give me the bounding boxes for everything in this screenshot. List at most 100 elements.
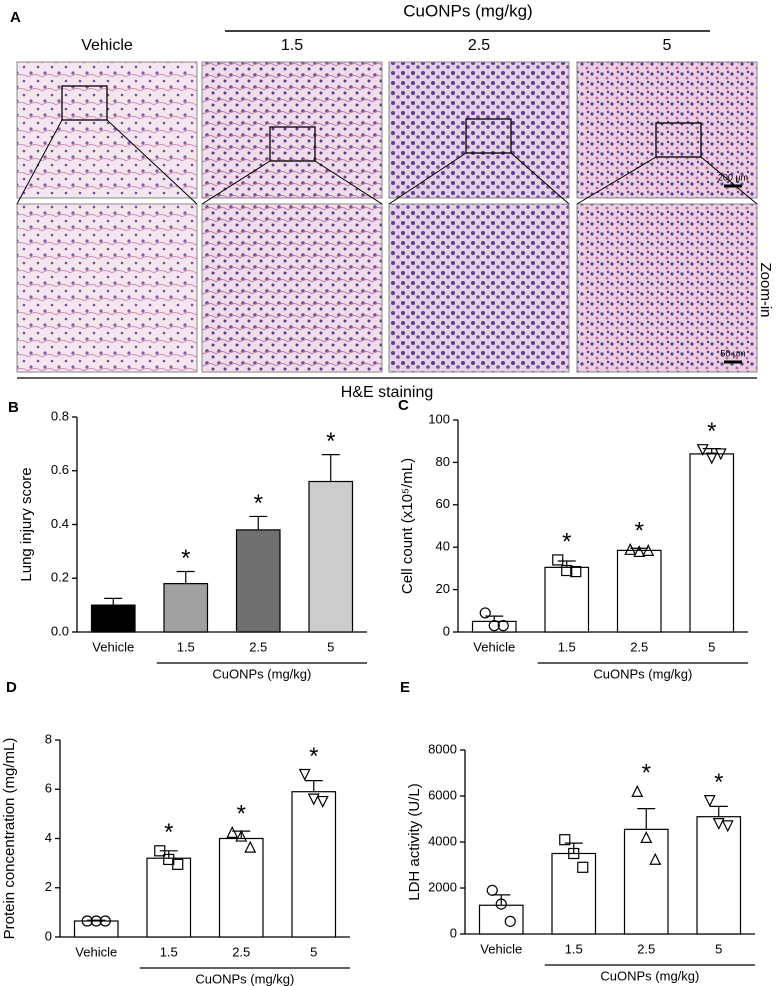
data-point	[81, 915, 93, 927]
data-point	[99, 915, 111, 927]
data-point	[552, 554, 564, 566]
error-bar	[304, 780, 323, 792]
y-tick-label: 20	[436, 581, 450, 596]
column-label: 5	[663, 37, 672, 54]
bar	[551, 852, 597, 935]
panel-label: D	[6, 679, 17, 696]
data-point	[316, 795, 329, 808]
x-tick-label: 5	[715, 941, 722, 956]
column-label: Vehicle	[81, 37, 133, 54]
error-bar	[637, 808, 656, 830]
error-bar	[321, 454, 340, 482]
group-label: CuONPs (mg/kg)	[593, 666, 692, 681]
data-point	[307, 793, 320, 806]
significance: *	[635, 518, 644, 545]
data-point	[495, 898, 507, 910]
data-point	[154, 845, 166, 857]
data-point	[721, 820, 734, 833]
y-tick-label: 40	[436, 539, 450, 554]
panel-a: A CuONPs (mg/kg) Zoom-in H&E staining	[10, 1, 774, 401]
y-tick-label: 60	[436, 496, 450, 511]
zoom-line	[314, 160, 383, 205]
bar	[218, 837, 264, 938]
y-tick-label: 80	[436, 454, 450, 469]
data-point	[497, 620, 509, 632]
panel-label: B	[8, 399, 19, 416]
x-tick-label: 2.5	[637, 941, 655, 956]
y-tick-label: 0.0	[51, 623, 69, 638]
y-tick-label: 8000	[428, 741, 457, 756]
y-axis-label: LDH activity (U/L)	[406, 783, 423, 901]
y-tick-label: 2	[45, 879, 52, 894]
significance: *	[181, 545, 190, 572]
bar	[623, 828, 669, 935]
zoom-box	[465, 118, 512, 154]
data-point	[568, 847, 580, 860]
error-bar	[249, 515, 268, 530]
y-tick-label: 0	[443, 623, 450, 638]
data-point	[561, 564, 573, 577]
significance: *	[714, 769, 723, 796]
significance: *	[707, 418, 716, 445]
y-tick-label: 100	[428, 411, 450, 426]
error-bar	[630, 547, 649, 551]
data-point	[90, 915, 102, 927]
data-point	[649, 852, 662, 865]
significance: *	[309, 743, 318, 770]
y-tick-label: 8	[45, 731, 52, 746]
y-tick-label: 0.8	[51, 408, 69, 423]
data-point	[642, 544, 655, 556]
group-label: CuONPs (mg/kg)	[212, 666, 311, 681]
x-tick-label: Vehicle	[92, 639, 134, 654]
x-tick-label: 5	[708, 639, 715, 654]
data-point	[714, 448, 727, 461]
bar	[616, 549, 662, 633]
data-point	[570, 565, 582, 578]
x-tick-label: Vehicle	[473, 639, 515, 654]
x-tick-label: 1.5	[558, 639, 576, 654]
y-tick-label: 0.6	[51, 462, 69, 477]
group-title: CuONPs (mg/kg)	[403, 1, 532, 20]
zoom-line	[700, 156, 758, 205]
y-tick-label: 6	[45, 781, 52, 796]
x-tick-label: 2.5	[630, 639, 648, 654]
data-point	[631, 785, 644, 798]
x-tick-label: 2.5	[232, 944, 250, 959]
significance: *	[562, 528, 571, 555]
zoom-line	[201, 160, 271, 205]
x-tick-label: 1.5	[565, 941, 583, 956]
y-tick-label: 4	[45, 830, 52, 845]
x-tick-label: 5	[310, 944, 317, 959]
data-point	[488, 620, 500, 632]
bar	[163, 583, 209, 633]
data-point	[226, 826, 239, 838]
data-point	[235, 829, 248, 842]
y-tick-label: 0.4	[51, 516, 69, 531]
zoom-line	[576, 156, 657, 205]
y-axis-label: Lung injury score	[18, 467, 35, 581]
zoom-line	[388, 152, 467, 205]
zoom-image	[201, 203, 383, 373]
data-point	[244, 840, 257, 853]
zoom-line	[510, 152, 570, 205]
bar	[90, 604, 136, 633]
zoom-box	[655, 122, 702, 158]
significance: *	[164, 819, 173, 846]
panel-label: A	[10, 9, 21, 26]
y-tick-label: 0	[450, 925, 457, 940]
column-label: 2.5	[468, 37, 490, 54]
bar	[689, 453, 735, 633]
error-bar	[104, 597, 123, 606]
zoom-image	[388, 203, 570, 373]
scale-bar-label: 50 µm	[720, 348, 745, 358]
data-point	[559, 834, 571, 846]
histology-image	[576, 61, 758, 199]
bar	[235, 529, 281, 633]
x-tick-label: Vehicle	[480, 941, 522, 956]
bar	[544, 566, 590, 633]
data-point	[696, 444, 709, 457]
zoom-box	[269, 126, 316, 162]
panel-label: C	[398, 397, 409, 414]
significance: *	[254, 490, 263, 517]
